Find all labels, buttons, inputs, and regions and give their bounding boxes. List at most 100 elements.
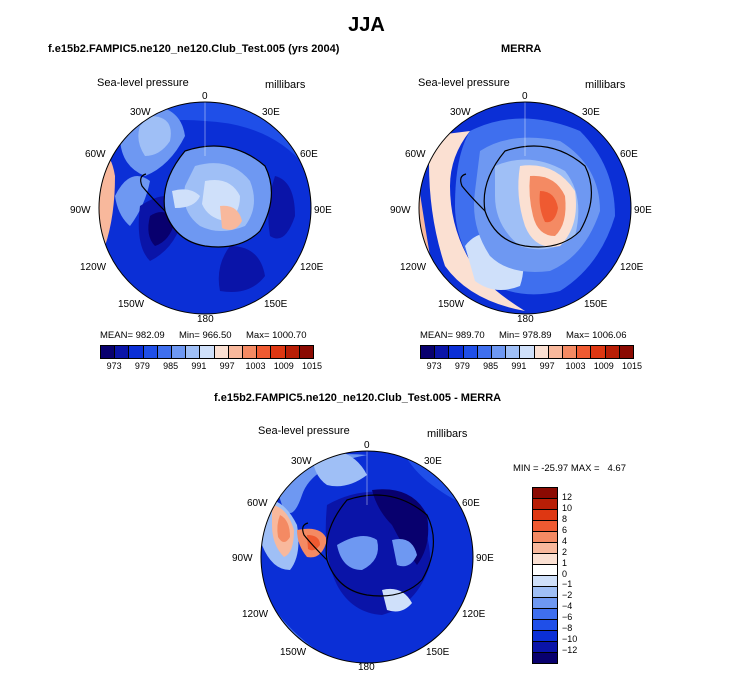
panel-3-lon-0: 0 <box>364 440 370 451</box>
panel-1-lon-30w: 30W <box>130 107 151 118</box>
panel-3-colorbar-label: 0 <box>562 568 568 579</box>
panel-1-lon-150e: 150E <box>264 299 288 310</box>
panel-3-lon-60w: 60W <box>247 498 268 509</box>
panel-3-colorbar-swatch <box>533 630 557 641</box>
panel-3-lon-120e: 120E <box>462 609 486 620</box>
panel-3-lon-90w: 90W <box>232 553 253 564</box>
panel-1-colorbar-swatch <box>270 346 285 358</box>
panel-2-lon-30w: 30W <box>450 107 471 118</box>
panel-3-colorbar-labels: 12 10 8 6 4 2 1 0 −1 −2 −4 −6 −8 −10 −12 <box>562 487 602 662</box>
panel-2-colorbar-swatch <box>462 346 477 358</box>
panel-2-lon-90e: 90E <box>634 205 652 216</box>
panel-1-max: Max= 1000.70 <box>246 330 307 341</box>
panel-1-min: Min= 966.50 <box>179 330 232 341</box>
panel-2-mean: MEAN= 989.70 <box>420 330 485 341</box>
panel-3-lon-60e: 60E <box>462 498 480 509</box>
panel-1-colorbar-swatch <box>101 346 115 358</box>
panel-2-lon-120e: 120E <box>620 262 644 273</box>
panel-3-colorbar-label: 10 <box>562 502 573 513</box>
panel-1-colorbar-swatch <box>256 346 271 358</box>
panel-3-colorbar-swatch <box>533 498 557 509</box>
panel-2-variable-label: Sea-level pressure <box>418 77 510 89</box>
panel-3-colorbar-swatch <box>533 586 557 597</box>
panel-3-colorbar-swatch <box>533 553 557 564</box>
panel-3-colorbar-label: −10 <box>562 634 578 645</box>
panel-2-colorbar <box>420 345 634 359</box>
panel-3-colorbar-swatch <box>533 619 557 630</box>
panel-1-colorbar-swatch <box>128 346 143 358</box>
panel-3-colorbar-label: −6 <box>562 612 573 623</box>
panel-1-lon-60e: 60E <box>300 149 318 160</box>
panel-2-colorbar-label: 1009 <box>593 361 614 371</box>
panel-3-colorbar-swatch <box>533 488 557 498</box>
panel-1-lon-120w: 120W <box>80 262 107 273</box>
panel-3-colorbar-swatch <box>533 652 557 663</box>
panel-1-variable-label: Sea-level pressure <box>97 77 189 89</box>
panel-1-colorbar-label: 985 <box>163 361 179 371</box>
panel-2-colorbar-swatch <box>604 346 619 358</box>
panel-2-colorbar-swatch <box>533 346 548 358</box>
panel-2-lon-90w: 90W <box>390 205 411 216</box>
panel-2-colorbar-swatch <box>590 346 605 358</box>
panel-3-colorbar-label: 1 <box>562 557 568 568</box>
panel-3-units-label: millibars <box>427 428 468 440</box>
panel-3-colorbar-label: −4 <box>562 601 573 612</box>
panel-2-lon-60e: 60E <box>620 149 638 160</box>
panel-3-colorbar-swatch <box>533 520 557 531</box>
panel-2-colorbar-swatch <box>562 346 577 358</box>
panel-2-colorbar-swatch <box>576 346 591 358</box>
panel-1-lon-120e: 120E <box>300 262 324 273</box>
panel-3-colorbar-label: 4 <box>562 535 568 546</box>
panel-3-colorbar-label: 12 <box>562 491 573 502</box>
panel-1-units-label: millibars <box>265 79 306 91</box>
panel-1-colorbar-swatch <box>114 346 129 358</box>
panel-3-lon-30e: 30E <box>424 456 442 467</box>
panel-1-lon-180: 180 <box>197 314 214 325</box>
panel-2-lon-30e: 30E <box>582 107 600 118</box>
panel-2-lon-60w: 60W <box>405 149 426 160</box>
panel-1-map <box>98 101 312 315</box>
panel-1-colorbar-label: 1009 <box>273 361 294 371</box>
panel-2-colorbar-swatch <box>421 346 435 358</box>
panel-2-colorbar-labels: 973 979 985 991 997 1003 1009 1015 <box>420 361 642 373</box>
panel-3-colorbar-label: 6 <box>562 524 568 535</box>
panel-3-minmax: MIN = -25.97 MAX = 4.67 <box>513 463 626 474</box>
panel-1-lon-150w: 150W <box>118 299 145 310</box>
panel-3-colorbar-swatch <box>533 564 557 575</box>
panel-1-colorbar-labels: 973 979 985 991 997 1003 1009 1015 <box>100 361 322 373</box>
panel-3-variable-label: Sea-level pressure <box>258 425 350 437</box>
panel-1-colorbar-label: 1015 <box>301 361 323 371</box>
panel-2-colorbar-swatch <box>448 346 463 358</box>
panel-2-colorbar-swatch <box>476 346 492 358</box>
panel-2-colorbar-swatch <box>618 346 634 358</box>
panel-1-colorbar-swatch <box>242 346 257 358</box>
panel-1-colorbar-swatch <box>227 346 243 358</box>
panel-1-colorbar-swatch <box>142 346 157 358</box>
panel-3-lon-150w: 150W <box>280 647 307 658</box>
panel-3-lon-90e: 90E <box>476 553 494 564</box>
panel-1-lon-90w: 90W <box>70 205 91 216</box>
panel-2-lon-180: 180 <box>517 314 534 325</box>
panel-3-colorbar <box>532 487 558 664</box>
page-title: JJA <box>348 14 385 36</box>
panel-3-colorbar-label: −8 <box>562 623 573 634</box>
panel-1-colorbar-label: 991 <box>191 361 207 371</box>
panel-2-colorbar-label: 979 <box>454 361 470 371</box>
panel-2-colorbar-swatch <box>505 346 520 358</box>
panel-2-colorbar-label: 991 <box>511 361 527 371</box>
panel-1-colorbar-swatch <box>298 346 314 358</box>
panel-3-colorbar-swatch <box>533 575 557 586</box>
panel-1-colorbar-swatch <box>185 346 200 358</box>
panel-2-units-label: millibars <box>585 79 626 91</box>
panel-2-map <box>418 101 632 315</box>
panel-3-colorbar-swatch <box>533 531 557 542</box>
panel-2-colorbar-swatch <box>519 346 534 358</box>
panel-1-colorbar-label: 1003 <box>245 361 266 371</box>
panel-2-colorbar-label: 973 <box>426 361 442 371</box>
panel-2-colorbar-label: 1015 <box>621 361 643 371</box>
panel-1-colorbar-label: 979 <box>134 361 150 371</box>
panel-1-colorbar-label: 997 <box>219 361 235 371</box>
panel-1-colorbar-swatch <box>156 346 172 358</box>
panel-2-colorbar-swatch <box>491 346 506 358</box>
panel-3-title: f.e15b2.FAMPIC5.ne120_ne120.Club_Test.00… <box>214 392 502 404</box>
